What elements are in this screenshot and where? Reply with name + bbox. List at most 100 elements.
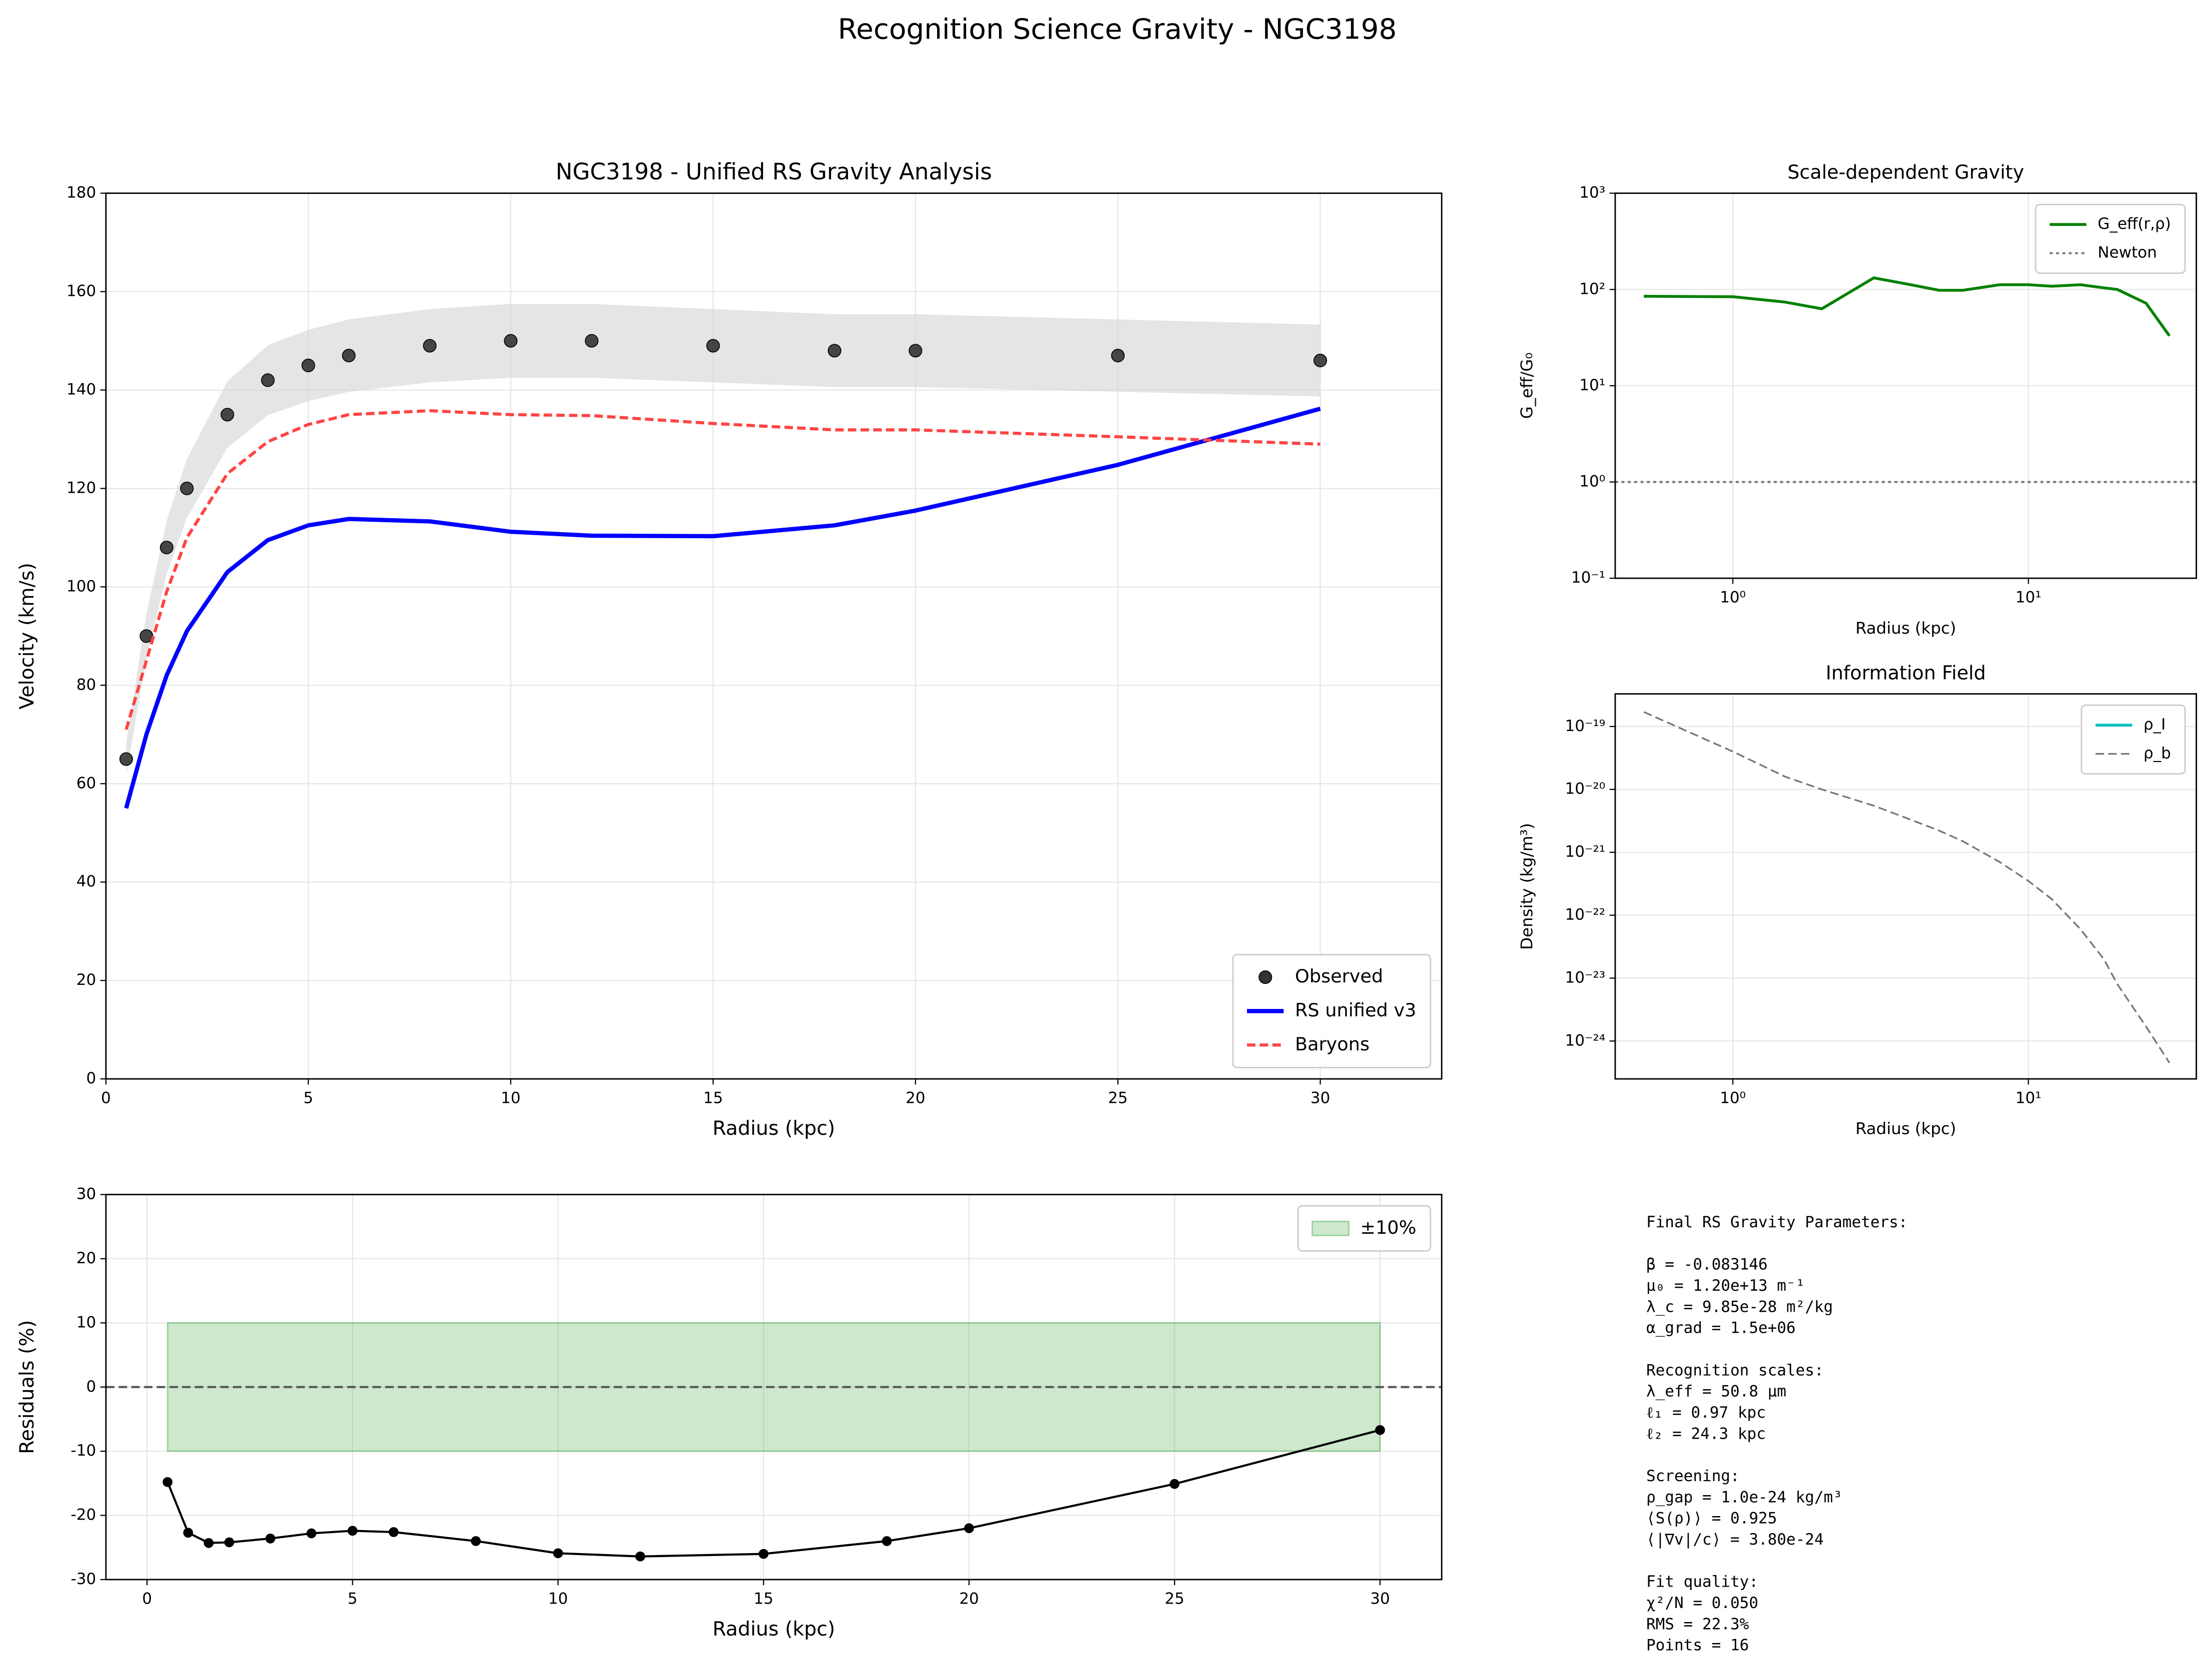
x-tick-label: 15 <box>703 1089 723 1107</box>
data-point <box>1169 1479 1180 1489</box>
data-point <box>162 1477 173 1487</box>
legend-box <box>2035 203 2186 274</box>
data-point <box>758 1549 769 1559</box>
x-tick-label: 10 <box>501 1089 521 1107</box>
chart-title: NGC3198 - Unified RS Gravity Analysis <box>556 158 992 185</box>
y-tick-label: 20 <box>76 1249 96 1267</box>
y-tick-label: 100 <box>66 577 96 595</box>
parameter-text: ℓ₂ = 24.3 kpc <box>1646 1425 1766 1443</box>
y-tick-label: 20 <box>76 971 96 989</box>
y-axis-label: Density (kg/m³) <box>1517 823 1536 950</box>
data-point <box>224 1537 234 1548</box>
data-point <box>119 752 133 766</box>
y-tick-label: 10⁻²¹ <box>1565 843 1605 861</box>
plot-content <box>1615 276 2197 483</box>
x-tick-label: 20 <box>906 1089 925 1107</box>
data-point <box>203 1538 214 1548</box>
parameter-text: Screening: <box>1646 1467 1740 1485</box>
x-tick-label: 25 <box>1164 1590 1184 1608</box>
parameter-text: λ_c = 9.85e-28 m²/kg <box>1646 1298 1833 1316</box>
x-axis-label: Radius (kpc) <box>1855 1119 1956 1138</box>
y-tick-label: 10⁻²² <box>1565 906 1605 924</box>
data-point <box>1313 353 1327 367</box>
series-line <box>1644 276 2171 337</box>
y-tick-label: 10² <box>1579 280 1605 298</box>
axes-frame <box>105 1194 1443 1581</box>
data-point <box>306 1528 317 1539</box>
y-tick-label: 180 <box>66 184 96 202</box>
x-tick-label: 10¹ <box>2016 589 2042 607</box>
legend: ρ_I ρ_b <box>2081 704 2186 775</box>
parameter-text: ⟨S(ρ)⟩ = 0.925 <box>1646 1510 1777 1528</box>
data-point <box>964 1523 974 1534</box>
y-axis-label: Velocity (km/s) <box>15 563 38 710</box>
parameter-text: Fit quality: <box>1646 1573 1758 1591</box>
panel: 10⁰ 10¹ 10⁻¹ 10⁰ 10¹ 10² 10³ Scale-dependent Gr… <box>1517 161 2198 638</box>
legend-label: ρ_b <box>2144 745 2171 763</box>
data-point <box>585 334 599 348</box>
chart-title: Information Field <box>1826 662 1986 684</box>
legend-label: RS unified v3 <box>1295 999 1416 1021</box>
panel: 10⁰ 10¹ 10⁻²⁴ 10⁻²³ 10⁻²² 10⁻²¹ 10⁻²⁰ 10⁻¹⁹ Info… <box>1517 662 2198 1138</box>
uncertainty-band <box>126 304 1320 776</box>
legend: ±10% <box>1297 1205 1431 1252</box>
data-point <box>828 344 842 358</box>
y-tick-label: 160 <box>66 282 96 300</box>
legend-marker <box>1258 970 1272 984</box>
data-point <box>504 334 518 348</box>
legend-label: ρ_I <box>2144 716 2166 734</box>
parameter-text: λ_eff = 50.8 μm <box>1646 1383 1786 1401</box>
x-axis-label: Radius (kpc) <box>713 1117 836 1140</box>
data-point <box>423 339 437 353</box>
x-axis-label: Radius (kpc) <box>1855 619 1956 638</box>
series-line <box>166 1429 1380 1558</box>
data-point <box>882 1536 892 1546</box>
x-tick-label: 10 <box>548 1590 568 1608</box>
legend-label: ±10% <box>1360 1217 1416 1238</box>
series-line <box>124 406 1321 809</box>
chart-title: Scale-dependent Gravity <box>1787 161 2024 183</box>
axes-frame <box>1614 192 2198 579</box>
y-tick-label: 0 <box>86 1069 96 1087</box>
x-tick-label: 0 <box>101 1089 111 1107</box>
legend-box <box>1232 953 1431 1068</box>
data-point <box>261 373 275 387</box>
data-point <box>220 408 234 422</box>
data-point <box>909 344 923 358</box>
data-point <box>342 349 356 363</box>
y-tick-label: 10⁻¹⁹ <box>1565 717 1605 735</box>
parameter-text: μ₀ = 1.20e+13 m⁻¹ <box>1646 1277 1805 1295</box>
x-tick-label: 30 <box>1370 1590 1390 1608</box>
x-tick-label: 15 <box>754 1590 774 1608</box>
y-tick-label: 140 <box>66 381 96 399</box>
x-tick-label: 25 <box>1108 1089 1127 1107</box>
legend-box <box>2081 704 2186 775</box>
y-tick-label: 10⁻²⁴ <box>1565 1031 1605 1049</box>
y-tick-label: -20 <box>71 1506 96 1524</box>
x-tick-label: 10¹ <box>2016 1089 2042 1107</box>
panel: 0 5 10 15 20 25 30 0 20 40 60 80 100 120 140 160 180 NGC3… <box>15 158 1443 1140</box>
legend-marker <box>1311 1220 1350 1236</box>
panel: 0 5 10 15 20 25 30 -30 -20 -10 0 10 20 30 Radius (kpc)… <box>15 1185 1443 1641</box>
parameter-text: Points = 16 <box>1646 1637 1749 1655</box>
x-tick-label: 20 <box>959 1590 979 1608</box>
legend-label: Baryons <box>1295 1033 1369 1055</box>
suptitle: Recognition Science Gravity - NGC3198 <box>838 13 1396 46</box>
legend-label: Newton <box>2098 244 2157 262</box>
data-point <box>706 339 720 353</box>
legend: G_eff(r,ρ) Newton <box>2035 203 2186 274</box>
data-point <box>183 1528 193 1538</box>
y-tick-label: 60 <box>76 774 96 792</box>
y-tick-label: 10⁻²³ <box>1565 968 1605 986</box>
y-tick-label: 10⁻¹ <box>1571 569 1605 587</box>
parameter-text: ⟨|∇v|/c⟩ = 3.80e-24 <box>1646 1531 1824 1549</box>
legend-box <box>1297 1205 1431 1252</box>
legend-label: G_eff(r,ρ) <box>2098 215 2171 233</box>
parameter-text: ℓ₁ = 0.97 kpc <box>1646 1404 1766 1422</box>
data-point <box>159 541 174 555</box>
axes-frame <box>1614 693 2198 1080</box>
legend-label: Observed <box>1295 965 1383 987</box>
x-tick-label: 30 <box>1310 1089 1330 1107</box>
y-axis-label: G_eff/G₀ <box>1517 353 1536 419</box>
